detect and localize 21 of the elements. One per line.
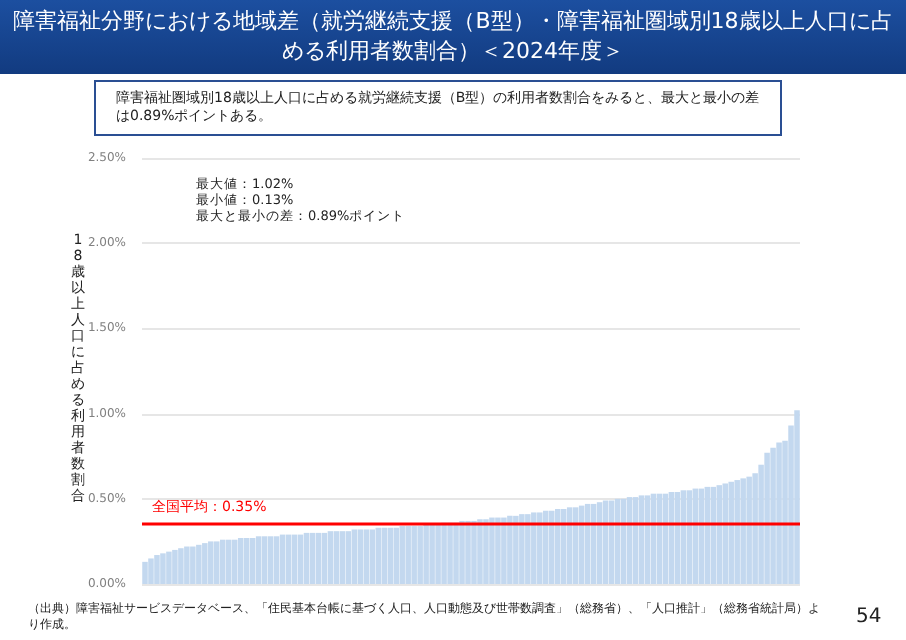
bar: [309, 532, 316, 584]
bar: [285, 534, 292, 584]
bar: [279, 534, 286, 584]
bar: [303, 532, 310, 584]
bar: [255, 536, 262, 584]
bar: [345, 531, 352, 584]
bar: [297, 534, 304, 584]
bar: [261, 536, 268, 584]
text: 54: [856, 606, 882, 628]
bar: [267, 536, 274, 584]
bar: [315, 532, 322, 584]
bar: [327, 531, 334, 584]
bar: [351, 529, 358, 584]
bar: [321, 532, 328, 584]
bar: [273, 536, 280, 584]
bar: [339, 531, 346, 584]
bar: [794, 410, 800, 584]
bar: [291, 534, 298, 584]
chart-title: 障害福祉分野における地域差（就労継続支援（B型）・障害福祉圏域別18歳以上人口に占める利用者数割合）＜2024年度＞: [0, 0, 906, 74]
bar: [142, 561, 148, 584]
bar: [333, 531, 340, 584]
